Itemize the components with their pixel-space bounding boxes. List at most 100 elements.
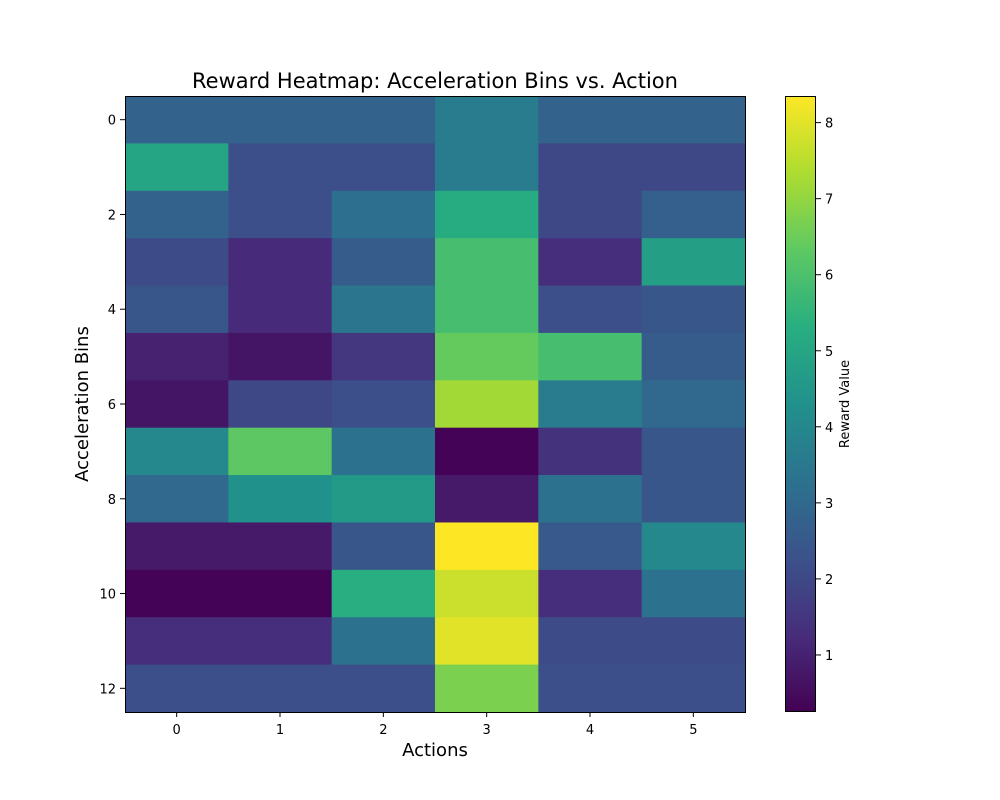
colorbar-frame — [785, 96, 816, 712]
heatmap-cell-r4-c4 — [538, 285, 643, 334]
heatmap-cell-r5-c4 — [538, 332, 643, 381]
x-tick-label: 5 — [689, 723, 697, 738]
heatmap-cell-r4-c5 — [641, 285, 746, 334]
heatmap-cell-r11-c5 — [641, 617, 746, 666]
x-axis-ticks: 0 1 2 3 4 5 — [173, 712, 697, 738]
heatmap-cell-r4-c2 — [331, 285, 436, 334]
heatmap-cell-r0-c4 — [538, 96, 643, 144]
heatmap-cell-r11-c1 — [228, 617, 333, 666]
colorbar-tick-label: 2 — [825, 573, 833, 588]
heatmap-cell-r6-c3 — [435, 380, 539, 429]
heatmap-cell-r1-c2 — [331, 143, 436, 192]
heatmap-cell-r1-c1 — [228, 143, 333, 192]
heatmap-cell-r1-c4 — [538, 143, 643, 192]
heatmap-cell-r11-c0 — [125, 617, 229, 666]
heatmap-cell-r6-c4 — [538, 380, 643, 429]
heatmap-cell-r7-c5 — [641, 427, 746, 476]
heatmap-cell-r4-c0 — [125, 285, 229, 334]
heatmap-cell-r7-c2 — [331, 427, 436, 476]
heatmap-cell-r2-c4 — [538, 190, 643, 239]
heatmap-cell-r1-c3 — [435, 143, 539, 192]
heatmap-cell-r10-c3 — [435, 569, 539, 618]
heatmap-cell-r11-c2 — [331, 617, 436, 666]
heatmap-cell-r0-c5 — [641, 96, 746, 144]
y-axis-label: Acceleration Bins — [72, 326, 93, 482]
x-tick-label: 1 — [276, 723, 284, 738]
colorbar-tick-label: 4 — [825, 421, 833, 436]
heatmap-cell-r4-c1 — [228, 285, 333, 334]
heatmap-cell-r10-c0 — [125, 569, 229, 618]
heatmap-cell-r2-c5 — [641, 190, 746, 239]
heatmap-cell-r10-c4 — [538, 569, 643, 618]
heatmap-cell-r7-c0 — [125, 427, 229, 476]
heatmap-cell-r7-c1 — [228, 427, 333, 476]
heatmap-cell-r8-c2 — [331, 475, 436, 524]
heatmap-cell-r5-c1 — [228, 332, 333, 381]
heatmap-cell-r12-c0 — [125, 664, 229, 713]
heatmap-cell-r5-c5 — [641, 332, 746, 381]
colorbar-tick-label: 8 — [825, 117, 833, 132]
heatmap-cell-r3-c3 — [435, 238, 539, 287]
heatmap-cell-r12-c4 — [538, 664, 643, 713]
colorbar-gradient — [785, 96, 816, 712]
heatmap-cell-r11-c3 — [435, 617, 539, 666]
heatmap-cell-r1-c0 — [125, 143, 229, 192]
heatmap-cell-r10-c2 — [331, 569, 436, 618]
colorbar-tick-label: 6 — [825, 269, 833, 284]
colorbar-tick-label: 5 — [825, 345, 833, 360]
heatmap-cell-r9-c1 — [228, 522, 333, 571]
heatmap-cell-r3-c0 — [125, 238, 229, 287]
x-tick-label: 4 — [586, 723, 594, 738]
x-tick-label: 0 — [173, 723, 181, 738]
heatmap-cell-r0-c2 — [331, 96, 436, 144]
y-tick-label: 6 — [108, 398, 116, 413]
heatmap-cell-r3-c4 — [538, 238, 643, 287]
heatmap-cell-r0-c1 — [228, 96, 333, 144]
chart-title: Reward Heatmap: Acceleration Bins vs. Ac… — [192, 69, 678, 93]
heatmap-cell-r10-c5 — [641, 569, 746, 618]
y-tick-label: 12 — [99, 682, 116, 697]
heatmap-cell-r5-c3 — [435, 332, 539, 381]
heatmap-cell-r2-c2 — [331, 190, 436, 239]
heatmap-cell-r12-c2 — [331, 664, 436, 713]
heatmap-cell-r6-c5 — [641, 380, 746, 429]
heatmap-cell-r8-c4 — [538, 475, 643, 524]
heatmap-cell-r9-c5 — [641, 522, 746, 571]
colorbar: 1 2 3 4 5 6 7 8 Reward Value — [785, 96, 853, 712]
y-tick-label: 2 — [108, 208, 116, 223]
heatmap-cell-r8-c1 — [228, 475, 333, 524]
heatmap-cells — [125, 96, 746, 713]
heatmap-cell-r5-c2 — [331, 332, 436, 381]
colorbar-tick-label: 1 — [825, 649, 833, 664]
heatmap-cell-r3-c1 — [228, 238, 333, 287]
heatmap-cell-r3-c2 — [331, 238, 436, 287]
colorbar-tick-label: 3 — [825, 497, 833, 512]
heatmap-cell-r6-c2 — [331, 380, 436, 429]
heatmap-cell-r6-c0 — [125, 380, 229, 429]
y-tick-label: 8 — [108, 493, 116, 508]
heatmap-cell-r12-c1 — [228, 664, 333, 713]
heatmap-cell-r4-c3 — [435, 285, 539, 334]
x-axis-label: Actions — [402, 740, 468, 761]
heatmap-cell-r7-c4 — [538, 427, 643, 476]
y-tick-label: 10 — [99, 588, 116, 603]
heatmap-cell-r1-c5 — [641, 143, 746, 192]
heatmap-cell-r9-c2 — [331, 522, 436, 571]
y-tick-label: 4 — [108, 303, 116, 318]
y-axis-ticks: 0 2 4 6 8 10 12 — [99, 114, 125, 697]
heatmap-cell-r7-c3 — [435, 427, 539, 476]
heatmap-cell-r9-c0 — [125, 522, 229, 571]
plot-frame — [125, 96, 746, 713]
heatmap-cell-r0-c0 — [125, 96, 229, 144]
heatmap-cell-r8-c5 — [641, 475, 746, 524]
heatmap-cell-r9-c3 — [435, 522, 539, 571]
x-tick-label: 2 — [379, 723, 387, 738]
heatmap-cell-r3-c5 — [641, 238, 746, 287]
heatmap-cell-r9-c4 — [538, 522, 643, 571]
y-tick-label: 0 — [108, 114, 116, 129]
colorbar-tick-label: 7 — [825, 193, 833, 208]
colorbar-ticks: 1 2 3 4 5 6 7 8 — [816, 117, 833, 664]
heatmap-cell-r12-c5 — [641, 664, 746, 713]
heatmap-cell-r8-c0 — [125, 475, 229, 524]
